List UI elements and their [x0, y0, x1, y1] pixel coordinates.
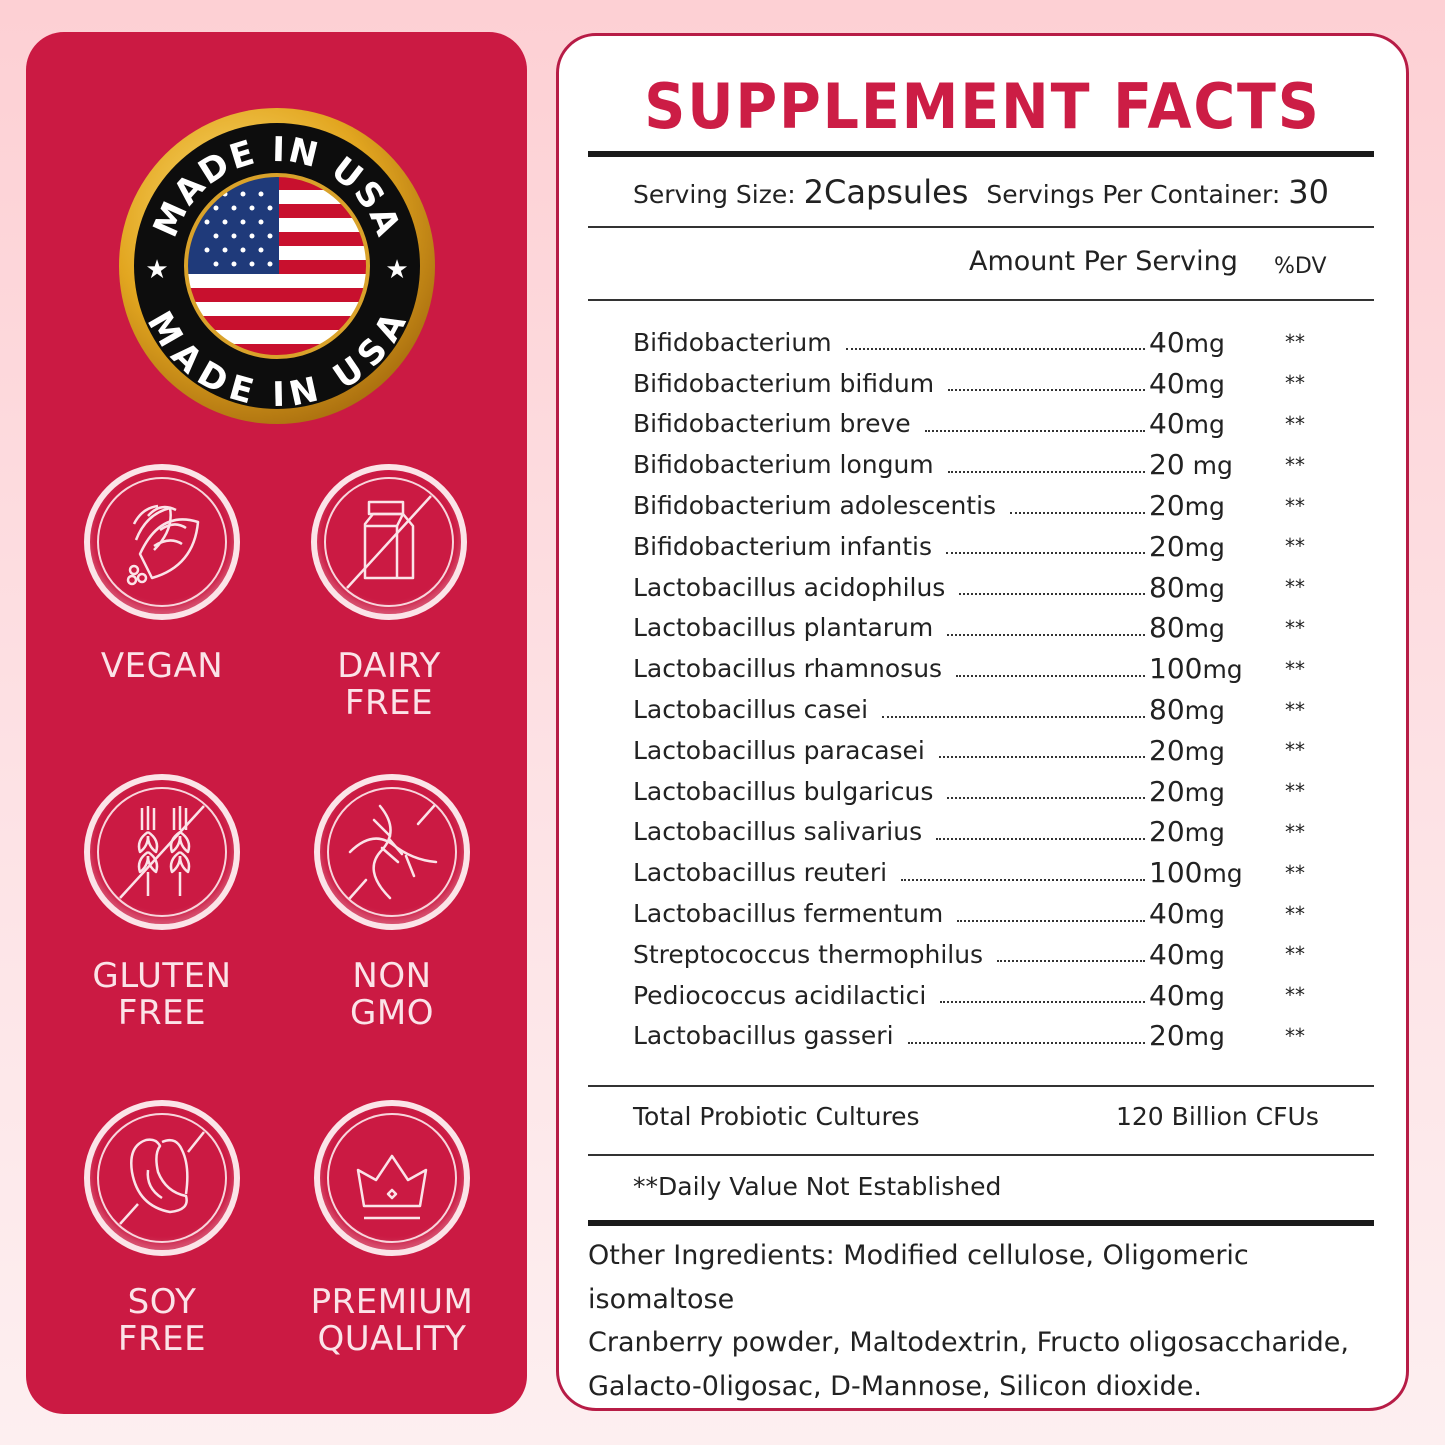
vegan-leaf-icon — [126, 504, 200, 586]
ingredient-list: Bifidobacterium 40mg ** Bifidobacterium bi… — [633, 322, 1333, 1056]
servings-per-container-label: Servings Per Container: — [986, 180, 1289, 209]
soybean-crossed-icon — [119, 1131, 205, 1225]
ingredient-row: Lactobacillus paracasei 20mg ** — [633, 733, 1305, 767]
ingredient-row: Streptococcus thermophilus 40mg ** — [633, 937, 1305, 971]
page-title: SUPPLEMENT FACTS — [644, 70, 1321, 143]
badges-panel: MADE IN USA MADE IN USA ★ ★ — [26, 32, 527, 1414]
svg-text:★: ★ — [385, 255, 408, 285]
feature-label: VEGAN — [100, 646, 224, 686]
supplement-facts-card: SUPPLEMENT FACTS Serving Size: 2Capsules… — [556, 33, 1409, 1411]
feature-dairy-free: DAIRY FREE — [279, 464, 499, 722]
divider — [588, 1220, 1374, 1226]
ingredient-row: Bifidobacterium bifidum 40mg ** — [633, 366, 1305, 400]
feature-label: NON GMO — [350, 956, 434, 1033]
divider — [588, 1154, 1374, 1156]
total-cultures-label: Total Probiotic Cultures — [633, 1102, 920, 1131]
ingredient-row: Lactobacillus fermentum 40mg ** — [633, 897, 1305, 931]
divider — [588, 151, 1374, 157]
svg-text:★: ★ — [145, 255, 168, 285]
ingredient-row: Bifidobacterium longum 20 mg ** — [633, 448, 1305, 482]
divider — [588, 299, 1374, 301]
ingredient-row: Bifidobacterium 40mg ** — [633, 325, 1305, 359]
ingredient-row: Lactobacillus bulgaricus 20mg ** — [633, 774, 1305, 808]
divider — [588, 226, 1374, 228]
dna-crossed-icon — [348, 804, 438, 900]
ingredient-row: Lactobacillus plantarum 80mg ** — [633, 611, 1305, 645]
feature-non-gmo: NON GMO — [282, 774, 502, 1032]
feature-premium-quality: PREMIUM QUALITY — [282, 1100, 502, 1358]
crown-icon — [356, 1154, 428, 1220]
ingredient-row: Lactobacillus casei 80mg ** — [633, 693, 1305, 727]
feature-label: SOY FREE — [117, 1282, 207, 1359]
ingredient-row: Bifidobacterium breve 40mg ** — [633, 407, 1305, 441]
feature-vegan: VEGAN — [52, 464, 272, 685]
serving-size-label: Serving Size: — [633, 180, 804, 209]
other-ingredients: Other Ingredients: Modified cellulose, O… — [588, 1240, 1349, 1402]
ingredient-row: Bifidobacterium infantis 20mg ** — [633, 529, 1305, 563]
feature-label: GLUTEN FREE — [92, 956, 232, 1033]
ingredient-row: Lactobacillus gasseri 20mg ** — [633, 1019, 1305, 1053]
serving-size-value: 2Capsules — [803, 173, 969, 211]
daily-value-footnote: **Daily Value Not Established — [633, 1172, 1002, 1201]
ingredient-row: Lactobacillus acidophilus 80mg ** — [633, 570, 1305, 604]
milk-carton-crossed-icon — [346, 495, 432, 589]
ingredient-row: Bifidobacterium adolescentis 20mg ** — [633, 489, 1305, 523]
feature-label: PREMIUM QUALITY — [310, 1282, 474, 1359]
total-cultures-value: 120 Billion CFUs — [1116, 1102, 1319, 1131]
usa-flag-icon: MADE IN USA MADE IN USA ★ ★ — [119, 108, 435, 424]
servings-per-container-value: 30 — [1288, 173, 1329, 211]
amount-per-serving-header: Amount Per Serving — [969, 246, 1238, 277]
divider — [588, 1085, 1374, 1087]
ingredient-row: Pediococcus acidilactici 40mg ** — [633, 978, 1305, 1012]
ingredient-row: Lactobacillus salivarius 20mg ** — [633, 815, 1305, 849]
made-in-usa-badge: MADE IN USA MADE IN USA ★ ★ — [117, 106, 437, 426]
feature-soy-free: SOY FREE — [52, 1100, 272, 1358]
serving-info: Serving Size: 2Capsules Servings Per Con… — [633, 173, 1329, 211]
feature-label: DAIRY FREE — [337, 646, 441, 723]
ingredient-row: Lactobacillus reuteri 100mg ** — [633, 856, 1305, 890]
feature-gluten-free: GLUTEN FREE — [52, 774, 272, 1032]
dv-header: %DV — [1274, 254, 1327, 279]
wheat-crossed-icon — [119, 805, 205, 899]
ingredient-row: Lactobacillus rhamnosus 100mg ** — [633, 652, 1305, 686]
